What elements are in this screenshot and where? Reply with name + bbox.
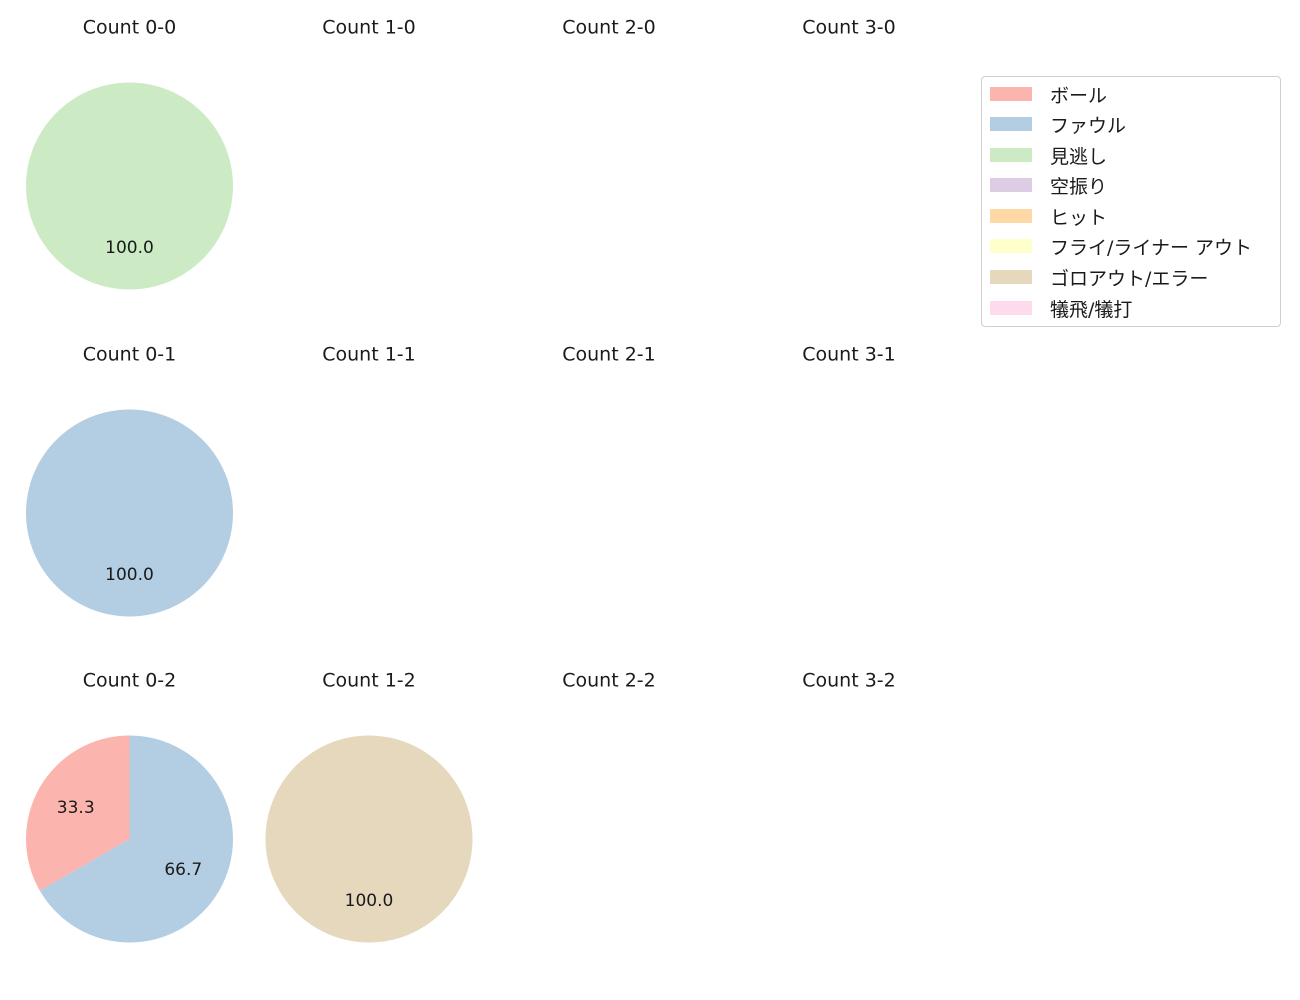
legend-label: 見逃し: [1050, 145, 1108, 168]
legend-item: ゴロアウト/エラー: [990, 267, 1208, 290]
legend-label: ボール: [1050, 84, 1108, 107]
pie-slice: [39, 735, 234, 943]
legend-swatch: [990, 87, 1032, 101]
panel-title: Count 1-0: [322, 17, 416, 39]
panel-title: Count 3-2: [802, 670, 896, 692]
pie-panel: Count 2-1: [562, 344, 656, 366]
pie-panel: Count 1-2 100.0: [265, 670, 473, 943]
legend-label: 空振り: [1050, 175, 1108, 198]
pie-panel: Count 3-1: [802, 344, 896, 366]
legend-item: 犠飛/犠打: [990, 298, 1132, 321]
panel-title: Count 0-2: [83, 670, 177, 692]
slice-percent-label: 66.7: [164, 860, 202, 880]
panel-title: Count 1-2: [322, 670, 416, 692]
legend-swatch: [990, 209, 1032, 223]
pie-slice: [265, 735, 473, 943]
legend-item: ヒット: [990, 206, 1107, 229]
legend-item: ボール: [990, 84, 1107, 107]
panel-title: Count 2-1: [562, 344, 656, 366]
slice-percent-label: 100.0: [345, 891, 394, 911]
pie-slice: [26, 82, 233, 290]
pie-panel: Count 3-2: [802, 670, 896, 692]
pie-panel: Count 1-1: [322, 344, 416, 366]
panel-title: Count 3-0: [802, 17, 896, 39]
pie-panel: Count 3-0: [802, 17, 896, 39]
legend-item: 空振り: [990, 175, 1107, 198]
legend-swatch: [990, 178, 1032, 192]
panel-title: Count 0-1: [83, 344, 177, 366]
panel-title: Count 1-1: [322, 344, 416, 366]
slice-percent-label: 100.0: [105, 565, 154, 585]
legend-label: ファウル: [1050, 114, 1127, 137]
pie-slice: [26, 735, 130, 891]
legend-swatch: [990, 270, 1032, 284]
legend-label: ヒット: [1050, 206, 1108, 229]
pie-panel: Count 0-0 100.0: [26, 17, 233, 290]
legend-swatch: [990, 239, 1032, 253]
pie-panel: Count 2-2: [562, 670, 656, 692]
legend-label: ゴロアウト/エラー: [1050, 267, 1209, 290]
pie-slice: [26, 409, 233, 617]
slice-percent-label: 100.0: [105, 238, 154, 258]
legend-item: フライ/ライナー アウト: [990, 236, 1252, 259]
legend-swatch: [990, 301, 1032, 315]
legend: ボールファウル見逃し空振りヒットフライ/ライナー アウト ゴロアウト/エラー 犠飛/…: [981, 76, 1281, 327]
legend-item: 見逃し: [990, 145, 1107, 168]
pie-panel: Count 0-1 100.0: [26, 344, 233, 617]
panel-title: Count 0-0: [83, 17, 177, 39]
pie-panel: Count 2-0: [562, 17, 656, 39]
panel-title: Count 2-2: [562, 670, 656, 692]
panel-title: Count 2-0: [562, 17, 656, 39]
legend-item: ファウル: [990, 114, 1126, 137]
pie-panel: Count 0-2 33.3 66.7: [26, 670, 234, 943]
legend-swatch: [990, 148, 1032, 162]
panel-title: Count 3-1: [802, 344, 896, 366]
legend-swatch: [990, 117, 1032, 131]
legend-label: 犠飛/犠打: [1050, 298, 1133, 321]
legend-label: フライ/ライナー アウト: [1050, 236, 1253, 259]
slice-percent-label: 33.3: [57, 798, 95, 818]
pie-panel: Count 1-0: [322, 17, 416, 39]
